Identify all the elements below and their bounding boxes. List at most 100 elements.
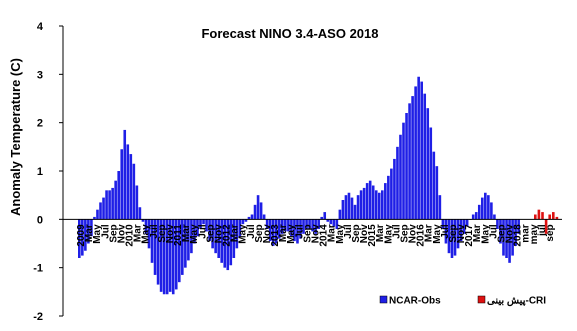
obs-bar (487, 195, 490, 220)
obs-bar (474, 212, 478, 220)
obs-bar (293, 219, 296, 242)
x-tick-label: Mar (424, 224, 435, 242)
x-tick-label: Mar (181, 224, 192, 242)
obs-bar (226, 219, 230, 271)
obs-bar (105, 190, 108, 220)
obs-bar (156, 219, 160, 285)
obs-bar (438, 195, 442, 220)
obs-bar (153, 219, 157, 275)
obs-bar (365, 183, 369, 220)
obs-bar (347, 192, 351, 220)
obs-bar (102, 197, 105, 220)
x-tick-label: Mar (375, 224, 386, 242)
obs-bar (287, 219, 290, 232)
obs-bar (517, 219, 520, 234)
x-tick-label: May (286, 224, 297, 244)
obs-bar (165, 219, 169, 295)
obs-bar (465, 219, 469, 227)
x-tick-label: May (141, 224, 152, 244)
obs-bar (402, 122, 405, 220)
obs-bar (320, 216, 323, 220)
obs-bar (314, 219, 317, 234)
obs-bar (229, 219, 233, 266)
obs-bar (184, 219, 187, 268)
obs-bar (432, 151, 436, 220)
x-tick-label: May (92, 224, 103, 244)
obs-bar (202, 219, 205, 225)
obs-bar (341, 200, 345, 220)
obs-bar (456, 219, 460, 249)
obs-bar (193, 219, 196, 244)
x-tick-label: Jul (488, 224, 499, 239)
x-tick-label: Sep (157, 224, 168, 242)
x-tick-label: May (189, 224, 200, 244)
obs-bar (208, 219, 211, 242)
obs-bar (168, 219, 172, 292)
obs-bar (96, 209, 99, 220)
forecast-bar (541, 212, 544, 220)
obs-bar (326, 219, 330, 222)
obs-bar (405, 113, 408, 220)
bars (63, 76, 562, 295)
obs-bar (514, 219, 517, 246)
obs-bar (311, 219, 314, 232)
obs-bar (490, 202, 493, 220)
x-tick-label: Sep (497, 224, 508, 242)
obs-bar (471, 214, 475, 220)
obs-bar (393, 158, 396, 220)
obs-bar (290, 219, 293, 237)
obs-bar (502, 219, 505, 256)
x-tick-label: Nov (165, 224, 176, 243)
obs-bar (299, 219, 302, 239)
y-tick-label: -1 (33, 263, 43, 275)
obs-bar (87, 219, 90, 244)
x-tick-label: 2013 (270, 224, 281, 247)
x-tick-label: Nov (359, 224, 370, 243)
x-tick-label: Jul (440, 224, 451, 239)
obs-bar (453, 219, 457, 256)
obs-bar (296, 219, 299, 244)
x-tick-label: Nov (262, 224, 273, 243)
obs-bar (241, 219, 245, 225)
obs-bar (132, 163, 136, 220)
obs-bar (274, 219, 278, 244)
y-tick-label: 3 (37, 69, 43, 81)
obs-bar (371, 185, 375, 220)
x-tick-label: Sep (448, 224, 459, 242)
obs-bar (484, 192, 487, 220)
y-tick-label: -2 (33, 311, 43, 323)
obs-bar (480, 197, 484, 220)
obs-bar (429, 127, 433, 220)
obs-bar (305, 219, 308, 229)
obs-bar (171, 219, 175, 295)
x-tick-label: May (335, 224, 346, 244)
obs-bar (126, 144, 130, 220)
obs-bar (323, 212, 327, 220)
obs-bar (268, 219, 272, 242)
obs-bar (265, 219, 269, 229)
x-tick-label: May (432, 224, 443, 244)
x-tick-label: Jul (100, 224, 111, 239)
y-tick-label: 2 (37, 118, 43, 130)
obs-bar (111, 187, 114, 220)
x-tick-label: Sep (205, 224, 216, 242)
obs-bar (420, 81, 423, 220)
x-tick-label: Nov (116, 224, 127, 243)
obs-bar (344, 195, 348, 220)
obs-bar (223, 219, 227, 268)
x-tick-label: Jul (149, 224, 160, 239)
x-tick-label: Jul (391, 224, 402, 239)
obs-bar (462, 219, 466, 234)
x-tick-label: Mar (84, 224, 95, 242)
obs-bar (190, 219, 193, 254)
obs-bar (214, 219, 217, 254)
obs-bar (350, 197, 354, 220)
x-tick-label: 2015 (367, 224, 378, 247)
obs-bar (377, 192, 381, 220)
obs-bar (411, 96, 414, 220)
forecast-bar (552, 212, 555, 220)
y-axis-label: Anomaly Temperature (C) (8, 58, 23, 216)
x-tick-label: Nov (214, 224, 225, 243)
x-tick-label: May (238, 224, 249, 244)
obs-bar (162, 219, 166, 295)
